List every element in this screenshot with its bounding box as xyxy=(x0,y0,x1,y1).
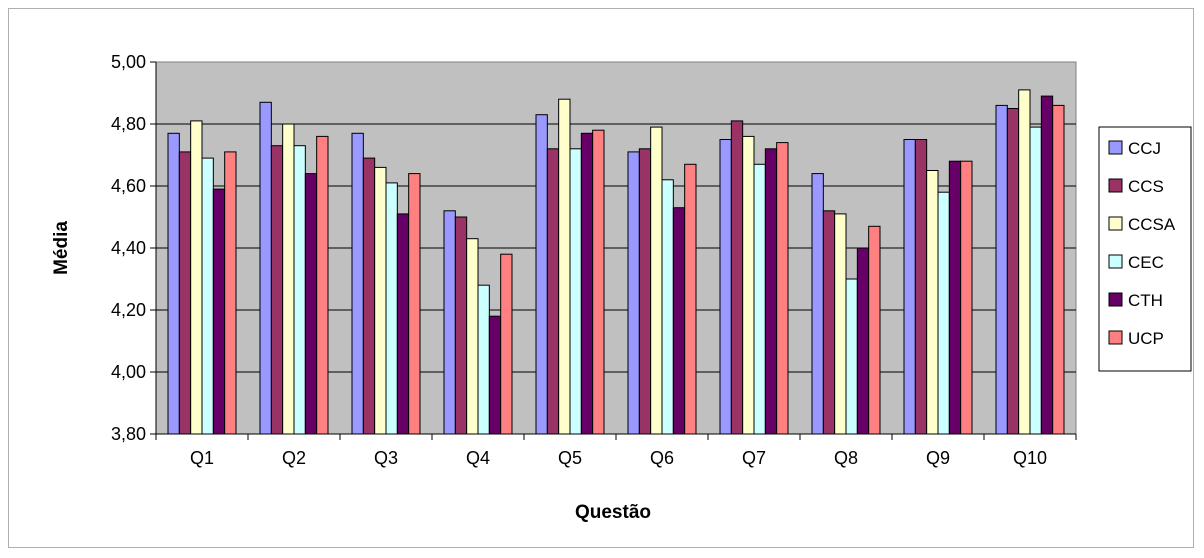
x-tick-labels: Q1 Q2 Q3 Q4 Q5 Q6 Q7 Q8 Q9 Q10 xyxy=(190,448,1047,468)
bar-cth-q7 xyxy=(764,148,778,435)
legend-swatch-ucp xyxy=(1108,330,1123,345)
y-tick-label: 4,80 xyxy=(111,114,146,134)
bar-cth-q1 xyxy=(212,188,226,435)
axes xyxy=(150,61,1077,440)
bar-ccj-q8 xyxy=(811,173,824,435)
bar-ccj-q2 xyxy=(259,101,272,435)
bar-ccj-q4 xyxy=(443,210,456,435)
bar-ccs-q6 xyxy=(638,148,652,435)
bar-cth-q2 xyxy=(304,173,318,435)
bar-ccsa-q8 xyxy=(834,213,847,435)
legend-label-ccsa: CCSA xyxy=(1128,215,1176,234)
bar-cth-q6 xyxy=(672,207,686,435)
bar-ucp-q10 xyxy=(1052,104,1065,435)
bar-ccj-q9 xyxy=(903,139,916,435)
legend-swatch-cec xyxy=(1108,254,1123,269)
bar-ccs-q3 xyxy=(362,157,376,435)
bar-ucp-q1 xyxy=(224,151,237,435)
legend-swatch-ccj xyxy=(1108,140,1123,155)
chart-frame: 3,80 4,00 4,20 4,40 4,60 4,80 5,00 Q1 Q2 Q3 Q4 Q5 Q… xyxy=(8,8,1194,548)
x-tick-label: Q9 xyxy=(926,448,950,468)
bar-ccs-q10 xyxy=(1006,108,1020,435)
bars xyxy=(167,89,1065,435)
x-tick-label: Q4 xyxy=(466,448,490,468)
bar-ucp-q8 xyxy=(868,225,881,435)
bar-ccsa-q1 xyxy=(190,120,203,435)
x-tick-label: Q5 xyxy=(558,448,582,468)
bar-cec-q2 xyxy=(293,145,306,435)
bar-ucp-q4 xyxy=(500,253,513,435)
legend-box xyxy=(1098,126,1192,372)
bar-ucp-q9 xyxy=(960,160,973,435)
bar-cec-q5 xyxy=(569,148,582,435)
bar-ccsa-q7 xyxy=(742,135,755,435)
bar-ccj-q7 xyxy=(719,139,732,435)
bar-ccs-q2 xyxy=(270,145,284,435)
legend-label-cth: CTH xyxy=(1128,291,1163,310)
bar-ucp-q3 xyxy=(408,173,421,435)
bar-ucp-q5 xyxy=(592,129,605,435)
y-tick-label: 4,00 xyxy=(111,362,146,382)
x-tick-label: Q3 xyxy=(374,448,398,468)
bar-ccs-q7 xyxy=(730,120,744,435)
bar-cth-q5 xyxy=(580,132,594,435)
x-tick-label: Q10 xyxy=(1013,448,1047,468)
bar-ccsa-q3 xyxy=(374,166,387,435)
x-tick-label: Q7 xyxy=(742,448,766,468)
bar-ccsa-q4 xyxy=(466,238,479,435)
bar-ccs-q5 xyxy=(546,148,560,435)
bar-ccsa-q10 xyxy=(1018,89,1031,435)
bar-cec-q7 xyxy=(753,163,766,435)
bar-ccsa-q5 xyxy=(558,98,571,435)
legend-swatch-cth xyxy=(1108,292,1123,307)
bar-chart: 3,804,004,204,404,604,805,00 Q1 Q2 Q3 Q4 Q5 Q… xyxy=(51,52,1192,523)
bar-ccsa-q6 xyxy=(650,126,663,435)
x-tick-label: Q8 xyxy=(834,448,858,468)
x-axis-title: Questão xyxy=(575,502,651,523)
x-tick-label: Q1 xyxy=(190,448,214,468)
bar-ucp-q2 xyxy=(316,135,329,435)
bar-cec-q4 xyxy=(477,284,490,435)
bar-ccj-q5 xyxy=(535,114,548,435)
bar-ccj-q6 xyxy=(627,151,640,435)
bar-cec-q10 xyxy=(1029,126,1042,435)
legend-swatch-ccs xyxy=(1108,178,1123,193)
bar-ccj-q1 xyxy=(167,132,180,435)
bar-cth-q8 xyxy=(856,247,870,435)
bar-cth-q3 xyxy=(396,213,410,435)
x-tick-label: Q2 xyxy=(282,448,306,468)
bar-cth-q9 xyxy=(948,160,962,435)
y-tick-label: 5,00 xyxy=(111,52,146,72)
bar-ccj-q10 xyxy=(995,104,1008,435)
legend-label-ccs: CCS xyxy=(1128,177,1164,196)
bar-ccsa-q9 xyxy=(926,170,939,435)
y-tick-label: 4,40 xyxy=(111,238,146,258)
y-tick-label: 3,80 xyxy=(111,424,146,444)
legend-label-ucp: UCP xyxy=(1128,329,1164,348)
bar-cec-q1 xyxy=(201,157,214,435)
bar-cth-q4 xyxy=(488,315,502,435)
bar-ccs-q8 xyxy=(822,210,836,435)
bar-ucp-q6 xyxy=(684,163,697,435)
legend-label-ccj: CCJ xyxy=(1128,139,1161,158)
y-axis-title: Média xyxy=(51,221,72,275)
bar-cec-q8 xyxy=(845,278,858,435)
x-tick-label: Q6 xyxy=(650,448,674,468)
bar-ccsa-q2 xyxy=(282,123,295,435)
legend-swatch-ccsa xyxy=(1108,216,1123,231)
y-tick-labels: 3,80 4,00 4,20 4,40 4,60 4,80 5,00 xyxy=(111,52,146,444)
bar-ccj-q3 xyxy=(351,132,364,435)
bar-ucp-q7 xyxy=(776,142,789,435)
bar-ccs-q9 xyxy=(914,139,928,435)
y-tick-label: 4,60 xyxy=(111,176,146,196)
bar-cec-q3 xyxy=(385,182,398,435)
bar-cec-q9 xyxy=(937,191,950,435)
bar-cec-q6 xyxy=(661,179,674,435)
y-tick-label: 4,20 xyxy=(111,300,146,320)
legend: CCJ CCS CCSA CEC CTH UCP xyxy=(1098,126,1192,372)
bar-ccs-q4 xyxy=(454,216,468,435)
bar-ccs-q1 xyxy=(178,151,192,435)
bar-cth-q10 xyxy=(1040,95,1054,435)
legend-label-cec: CEC xyxy=(1128,253,1164,272)
